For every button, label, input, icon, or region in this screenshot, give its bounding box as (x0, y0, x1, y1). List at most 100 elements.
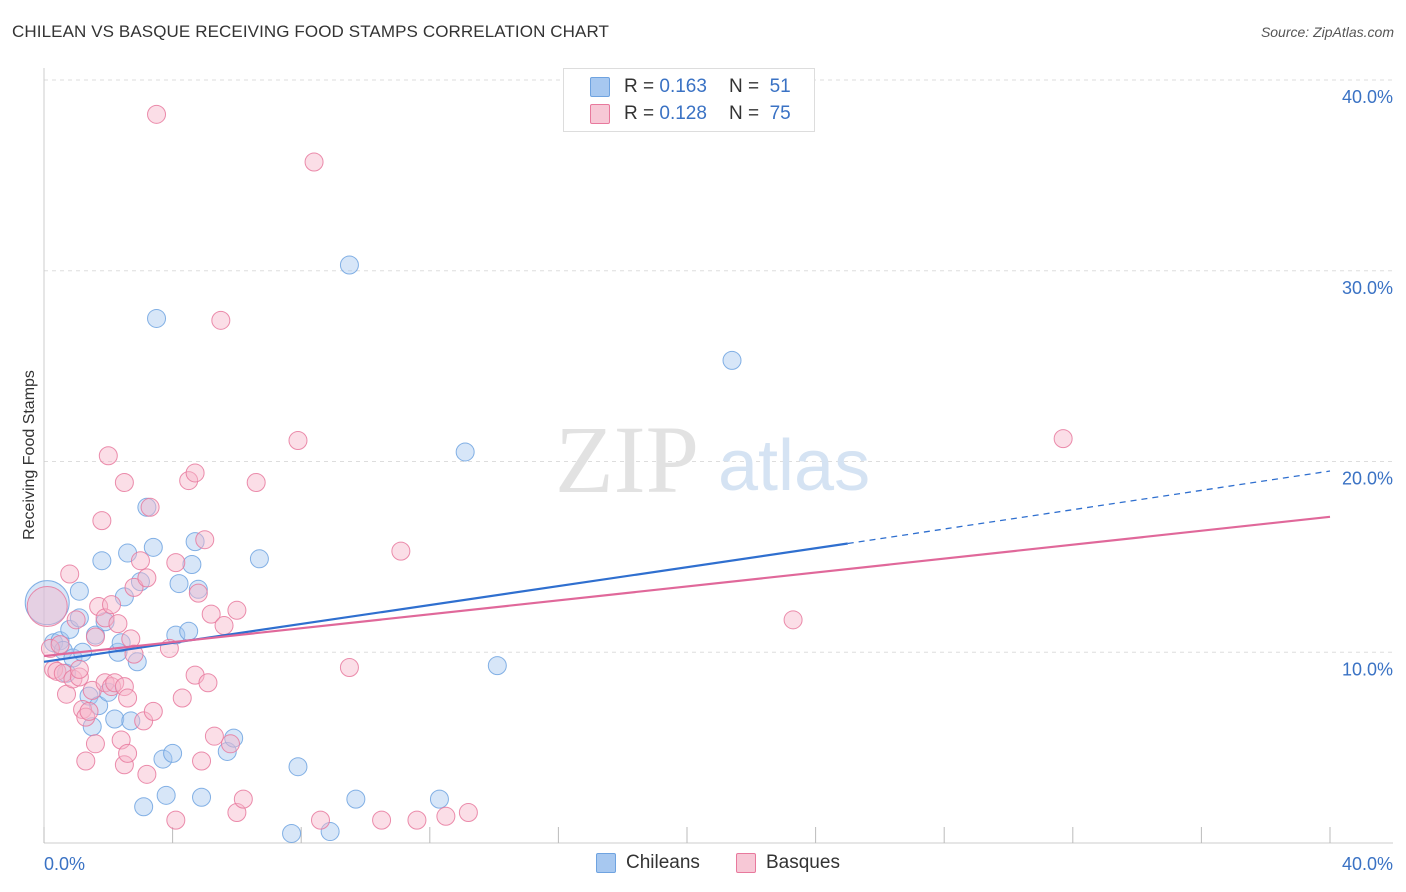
basques-point[interactable] (246, 472, 266, 492)
basques-point[interactable] (121, 629, 141, 649)
basques-point[interactable] (1053, 429, 1073, 449)
basques-point[interactable] (166, 553, 186, 573)
chileans-point[interactable] (44, 633, 64, 653)
chileans-point[interactable] (147, 308, 167, 328)
chileans-point[interactable] (249, 549, 269, 569)
basques-point[interactable] (26, 585, 68, 627)
basques-point[interactable] (227, 600, 247, 620)
basques-point[interactable] (69, 659, 89, 679)
basques-point[interactable] (53, 663, 73, 683)
basques-point[interactable] (172, 688, 192, 708)
basques-point[interactable] (288, 431, 308, 451)
basques-point[interactable] (143, 701, 163, 721)
basques-point[interactable] (118, 743, 138, 763)
basques-point[interactable] (458, 802, 478, 822)
chileans-point[interactable] (163, 743, 183, 763)
basques-point[interactable] (63, 669, 83, 689)
basques-point[interactable] (372, 810, 392, 830)
basques-point[interactable] (436, 806, 456, 826)
basques-point[interactable] (195, 530, 215, 550)
basques-point[interactable] (211, 310, 231, 330)
chileans-point[interactable] (722, 350, 742, 370)
chileans-point[interactable] (339, 255, 359, 275)
basques-point[interactable] (50, 635, 70, 655)
basques-point[interactable] (98, 446, 118, 466)
basques-point[interactable] (233, 789, 253, 809)
basques-point[interactable] (118, 688, 138, 708)
chileans-point[interactable] (24, 580, 70, 626)
basques-point[interactable] (220, 734, 240, 754)
basques-point[interactable] (214, 616, 234, 636)
chileans-point[interactable] (224, 728, 244, 748)
r-value: 0.128 (659, 103, 707, 124)
chileans-point[interactable] (127, 652, 147, 672)
basques-point[interactable] (79, 701, 99, 721)
basques-point[interactable] (105, 673, 125, 693)
basques-point[interactable] (339, 658, 359, 678)
chileans-point[interactable] (105, 709, 125, 729)
chileans-point[interactable] (92, 551, 112, 571)
chileans-point[interactable] (69, 608, 89, 628)
chileans-point[interactable] (182, 555, 202, 575)
data-points (24, 104, 1073, 843)
basques-point[interactable] (179, 471, 199, 491)
chileans-point[interactable] (153, 749, 173, 769)
basques-point[interactable] (140, 497, 160, 517)
basques-point[interactable] (137, 568, 157, 588)
legend-label-basques: Basques (766, 852, 840, 873)
legend-item-basques[interactable]: Basques (736, 852, 840, 874)
basques-point[interactable] (40, 638, 60, 658)
basques-point[interactable] (66, 610, 86, 630)
chileans-point[interactable] (346, 789, 366, 809)
chileans-point[interactable] (429, 789, 449, 809)
basques-point[interactable] (114, 755, 134, 775)
basques-point[interactable] (198, 673, 218, 693)
basques-point[interactable] (85, 734, 105, 754)
chileans-trend-extension (847, 470, 1331, 545)
basques-point[interactable] (108, 614, 128, 634)
chileans-point[interactable] (288, 757, 308, 777)
basques-point[interactable] (201, 604, 221, 624)
basques-point[interactable] (114, 472, 134, 492)
basques-point[interactable] (783, 610, 803, 630)
basques-point[interactable] (130, 551, 150, 571)
chileans-point[interactable] (455, 442, 475, 462)
chileans-point[interactable] (282, 823, 302, 843)
basques-point[interactable] (85, 627, 105, 647)
basques-point[interactable] (73, 699, 93, 719)
basques-point[interactable] (391, 541, 411, 561)
chileans-point[interactable] (487, 656, 507, 676)
chileans-point[interactable] (69, 581, 89, 601)
basques-point[interactable] (102, 595, 122, 615)
basques-point[interactable] (188, 583, 208, 603)
chileans-point[interactable] (185, 532, 205, 552)
legend-label-chileans: Chileans (626, 852, 700, 873)
chileans-point[interactable] (156, 785, 176, 805)
basques-point[interactable] (166, 810, 186, 830)
basques-point[interactable] (304, 152, 324, 172)
chileans-point[interactable] (143, 537, 163, 557)
basques-point[interactable] (76, 751, 96, 771)
chileans-point[interactable] (179, 621, 199, 641)
chileans-point[interactable] (134, 797, 154, 817)
basques-point[interactable] (185, 463, 205, 483)
basques-point[interactable] (204, 726, 224, 746)
basques-point[interactable] (60, 564, 80, 584)
chileans-point[interactable] (192, 787, 212, 807)
basques-point[interactable] (124, 577, 144, 597)
basques-point[interactable] (114, 677, 134, 697)
r-label: R = (624, 103, 655, 124)
basques-point[interactable] (134, 711, 154, 731)
basques-point[interactable] (147, 104, 167, 124)
basques-point[interactable] (92, 511, 112, 531)
watermark: ZIP atlas (555, 406, 870, 513)
basques-point[interactable] (47, 661, 67, 681)
basques-point[interactable] (76, 707, 96, 727)
basques-point[interactable] (137, 764, 157, 784)
basques-point[interactable] (192, 751, 212, 771)
basques-point[interactable] (69, 667, 89, 687)
basques-point[interactable] (310, 810, 330, 830)
legend-item-chileans[interactable]: Chileans (596, 852, 700, 874)
basques-point[interactable] (407, 810, 427, 830)
chileans-point[interactable] (169, 574, 189, 594)
